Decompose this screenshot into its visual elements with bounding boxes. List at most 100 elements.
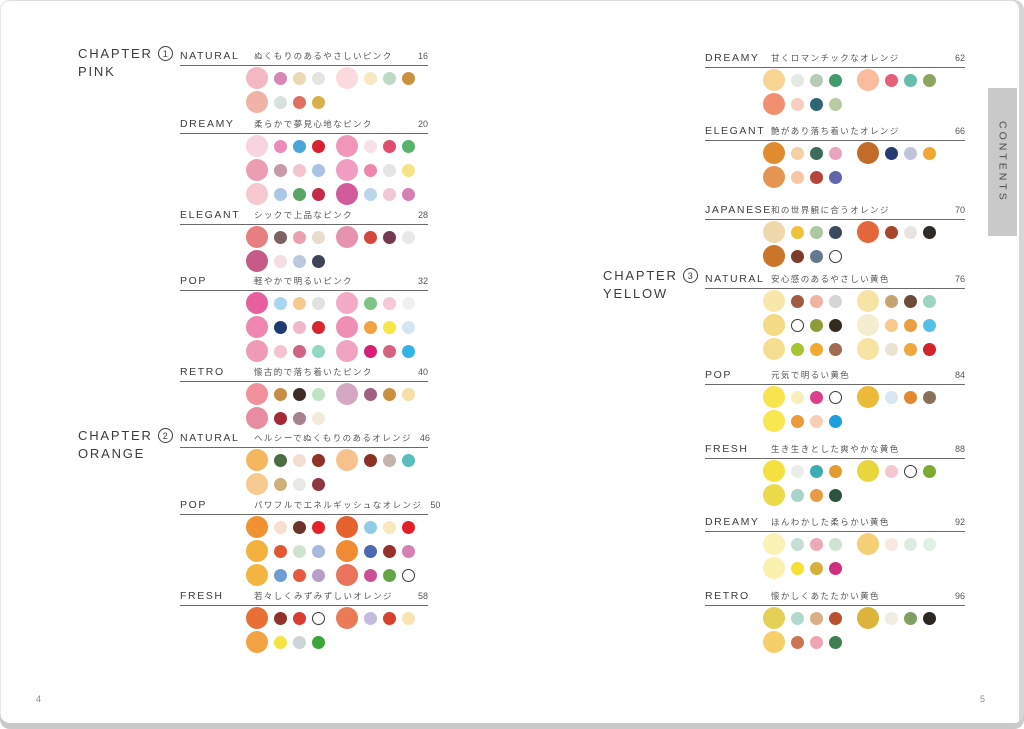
color-swatch [364,544,377,558]
section-page-number: 70 [954,205,965,215]
color-swatch [274,71,287,85]
palette-group [336,515,415,539]
color-swatch [336,607,358,629]
color-swatch [312,544,325,558]
section-header: NATURAL ヘルシーでぬくもりのあるオレンジ 46 [180,432,430,448]
color-swatch [364,611,377,625]
color-swatch [312,254,325,268]
contents-tab: CONTENTS [988,88,1017,236]
palette-group [246,606,325,630]
palette-row [180,249,428,273]
color-swatch [293,320,306,334]
section-page-number: 40 [417,367,428,377]
section-label: DREAMY [705,516,760,528]
color-swatch [274,95,287,109]
palette-group [763,337,842,361]
color-swatch [791,488,804,502]
color-swatch [763,386,785,408]
color-swatch [791,318,804,332]
section-page-number: 16 [417,51,428,61]
color-swatch [246,473,268,495]
color-swatch [336,449,358,471]
section-header: POP 軽やかで明るいピンク 32 [180,275,428,291]
color-swatch [923,225,936,239]
color-swatch [336,183,358,205]
color-swatch [763,631,785,653]
palette-group [246,182,325,206]
color-swatch [336,516,358,538]
color-swatch [312,163,325,177]
color-swatch [293,296,306,310]
palette-row [180,158,428,182]
chapter-number-badge: 3 [682,268,698,283]
color-swatch [336,383,358,405]
section-label: FRESH [705,443,749,455]
color-swatch [857,314,879,336]
section-header: FRESH 生き生きとした爽やかな黄色 88 [705,443,965,459]
palette-rows [180,66,428,114]
section-label: DREAMY [180,118,235,130]
color-swatch [763,460,785,482]
palette-group [246,515,325,539]
color-swatch [246,183,268,205]
palette-group [763,385,842,409]
chapter-number-badge: 2 [157,428,173,443]
palette-group [857,289,936,313]
section-page-number: 66 [954,126,965,136]
toc-section-natural-16: NATURAL ぬくもりのあるやさしいピンク 16 [180,50,428,114]
section-description: シックで上品なピンク [254,210,354,220]
palette-group [763,409,842,433]
color-swatch [293,95,306,109]
palette-group [246,339,325,363]
color-swatch [293,230,306,244]
palette-row [180,448,428,472]
color-swatch [923,318,936,332]
palette-group [763,483,842,507]
palette-row [705,385,965,409]
palette-group [857,141,936,165]
palette-rows [705,220,965,268]
color-swatch [383,71,396,85]
chapter-word: CHAPTER 1 [78,46,173,61]
palette-group [857,68,936,92]
color-swatch [293,254,306,268]
color-swatch [904,342,917,356]
palette-row [705,556,965,580]
color-swatch [763,314,785,336]
palette-rows [180,225,428,273]
color-swatch [336,292,358,314]
color-swatch [246,316,268,338]
toc-section-pop-84: POP 元気で明るい黄色 84 [705,369,965,433]
color-swatch [857,533,879,555]
color-swatch [336,316,358,338]
color-swatch [383,344,396,358]
color-swatch [791,611,804,625]
toc-section-retro-40: RETRO 懐古的で落ち着いたピンク 40 [180,366,428,430]
color-swatch [274,139,287,153]
chapter-color-name: PINK [78,64,116,79]
color-swatch [791,249,804,263]
color-swatch [246,292,268,314]
color-swatch [364,387,377,401]
color-swatch [829,561,842,575]
color-swatch [274,387,287,401]
palette-row [705,289,965,313]
section-header: DREAMY 柔らかで夢見心地なピンク 20 [180,118,428,134]
color-swatch [312,230,325,244]
color-swatch [383,568,396,582]
section-label: ELEGANT [705,125,766,137]
palette-group [246,225,325,249]
color-swatch [312,320,325,334]
palette-row [180,563,428,587]
color-swatch [383,320,396,334]
chapter-heading-orange: CHAPTER 2 ORANGE [78,428,173,461]
section-label: NATURAL [705,273,765,285]
chapter-number-badge: 1 [157,46,173,61]
section-page-number: 50 [430,500,441,510]
color-swatch [402,453,415,467]
palette-row [705,141,965,165]
color-swatch [763,338,785,360]
palette-group [246,448,325,472]
color-swatch [312,296,325,310]
color-swatch [293,71,306,85]
